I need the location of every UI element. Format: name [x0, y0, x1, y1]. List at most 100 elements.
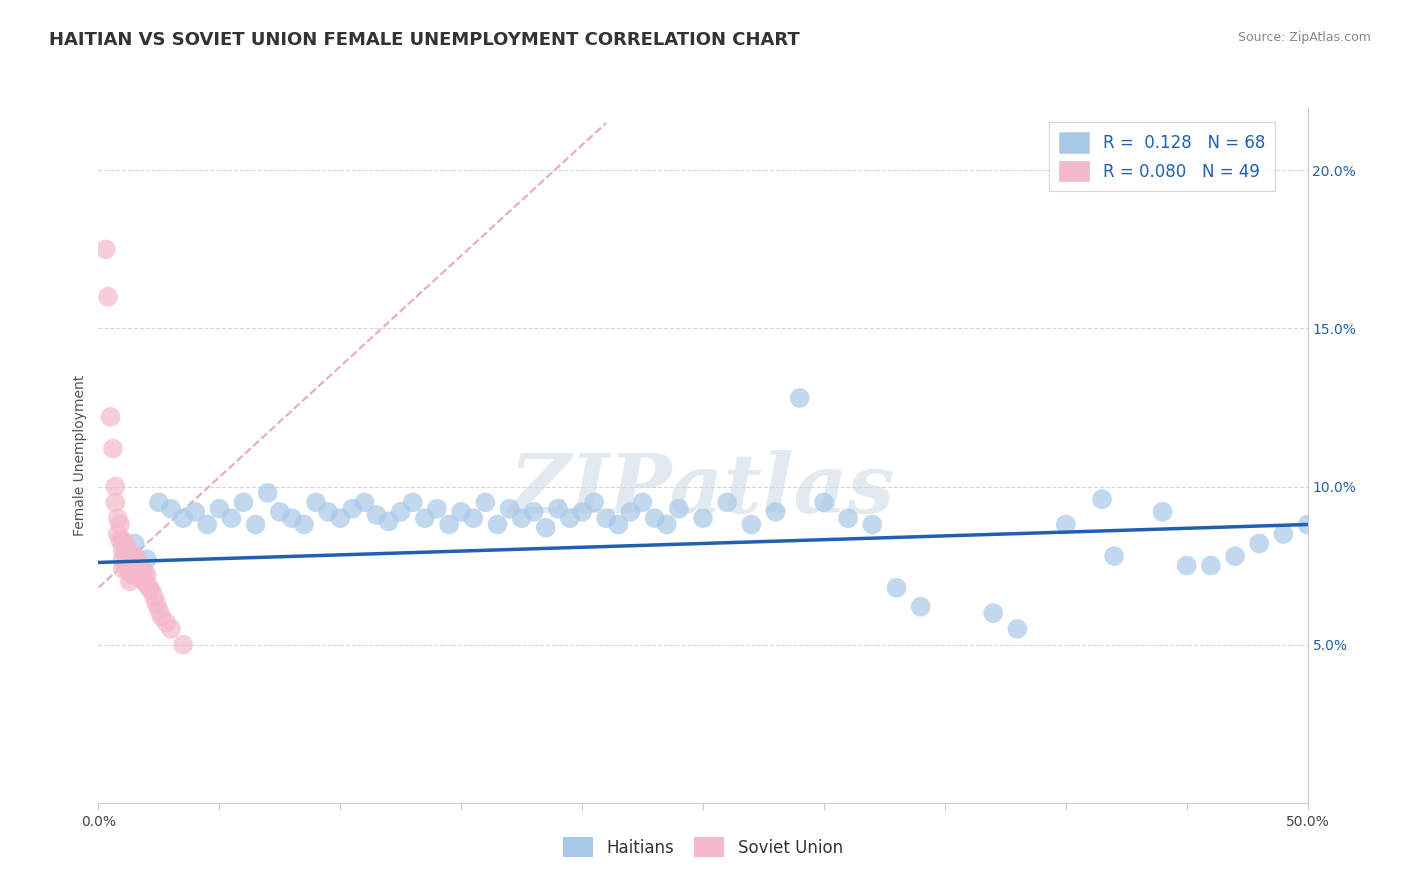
Point [208, 501, 231, 516]
Point [124, 568, 146, 582]
Point [437, 517, 460, 532]
Point [595, 511, 617, 525]
Point [107, 511, 129, 525]
Point [135, 552, 157, 566]
Point [221, 511, 243, 525]
Point [131, 571, 153, 585]
Point [138, 581, 160, 595]
Point [172, 511, 194, 525]
Point [269, 505, 291, 519]
Point [121, 568, 143, 582]
Point [981, 606, 1004, 620]
Point [127, 565, 149, 579]
Point [111, 542, 134, 557]
Legend: Haitians, Soviet Union: Haitians, Soviet Union [557, 830, 849, 864]
Point [402, 495, 425, 509]
Point [353, 495, 375, 509]
Point [1054, 517, 1077, 532]
Point [655, 517, 678, 532]
Point [837, 511, 859, 525]
Point [789, 391, 811, 405]
Point [1199, 558, 1222, 573]
Point [100, 409, 122, 424]
Point [377, 514, 399, 528]
Point [668, 501, 690, 516]
Point [184, 505, 207, 519]
Point [534, 521, 557, 535]
Point [413, 511, 436, 525]
Point [292, 517, 315, 532]
Point [114, 536, 136, 550]
Point [141, 583, 163, 598]
Point [118, 574, 141, 589]
Point [148, 495, 170, 509]
Point [195, 517, 218, 532]
Point [108, 517, 131, 532]
Point [172, 638, 194, 652]
Point [498, 501, 520, 516]
Point [143, 591, 166, 605]
Point [155, 615, 177, 630]
Point [111, 533, 134, 548]
Point [134, 565, 156, 579]
Point [281, 511, 304, 525]
Point [124, 536, 146, 550]
Point [135, 577, 157, 591]
Point [117, 542, 139, 557]
Point [107, 527, 129, 541]
Point [131, 562, 153, 576]
Point [607, 517, 630, 532]
Point [1272, 527, 1295, 541]
Point [740, 517, 762, 532]
Text: HAITIAN VS SOVIET UNION FEMALE UNEMPLOYMENT CORRELATION CHART: HAITIAN VS SOVIET UNION FEMALE UNEMPLOYM… [49, 31, 800, 49]
Point [366, 508, 388, 522]
Point [121, 558, 143, 573]
Point [94, 243, 117, 257]
Point [910, 599, 932, 614]
Point [104, 495, 127, 509]
Point [256, 486, 278, 500]
Point [114, 558, 136, 573]
Point [305, 495, 328, 509]
Point [124, 549, 146, 563]
Point [111, 552, 134, 566]
Point [117, 552, 139, 566]
Point [128, 558, 150, 573]
Point [124, 558, 146, 573]
Point [232, 495, 254, 509]
Point [108, 533, 131, 548]
Point [329, 511, 352, 525]
Point [547, 501, 569, 516]
Point [1223, 549, 1246, 563]
Point [813, 495, 835, 509]
Point [145, 597, 167, 611]
Point [148, 603, 170, 617]
Point [583, 495, 606, 509]
Point [463, 511, 485, 525]
Point [860, 517, 883, 532]
Point [121, 549, 143, 563]
Point [118, 565, 141, 579]
Point [104, 479, 127, 493]
Point [114, 546, 136, 560]
Point [644, 511, 666, 525]
Point [1175, 558, 1198, 573]
Point [692, 511, 714, 525]
Point [450, 505, 472, 519]
Point [765, 505, 787, 519]
Point [510, 511, 533, 525]
Point [1249, 536, 1271, 550]
Text: Source: ZipAtlas.com: Source: ZipAtlas.com [1237, 31, 1371, 45]
Point [389, 505, 412, 519]
Point [160, 622, 183, 636]
Point [245, 517, 267, 532]
Point [1102, 549, 1125, 563]
Point [118, 546, 141, 560]
Point [150, 609, 173, 624]
Point [342, 501, 364, 516]
Point [886, 581, 908, 595]
Point [118, 556, 141, 570]
Point [619, 505, 641, 519]
Point [716, 495, 738, 509]
Point [135, 568, 157, 582]
